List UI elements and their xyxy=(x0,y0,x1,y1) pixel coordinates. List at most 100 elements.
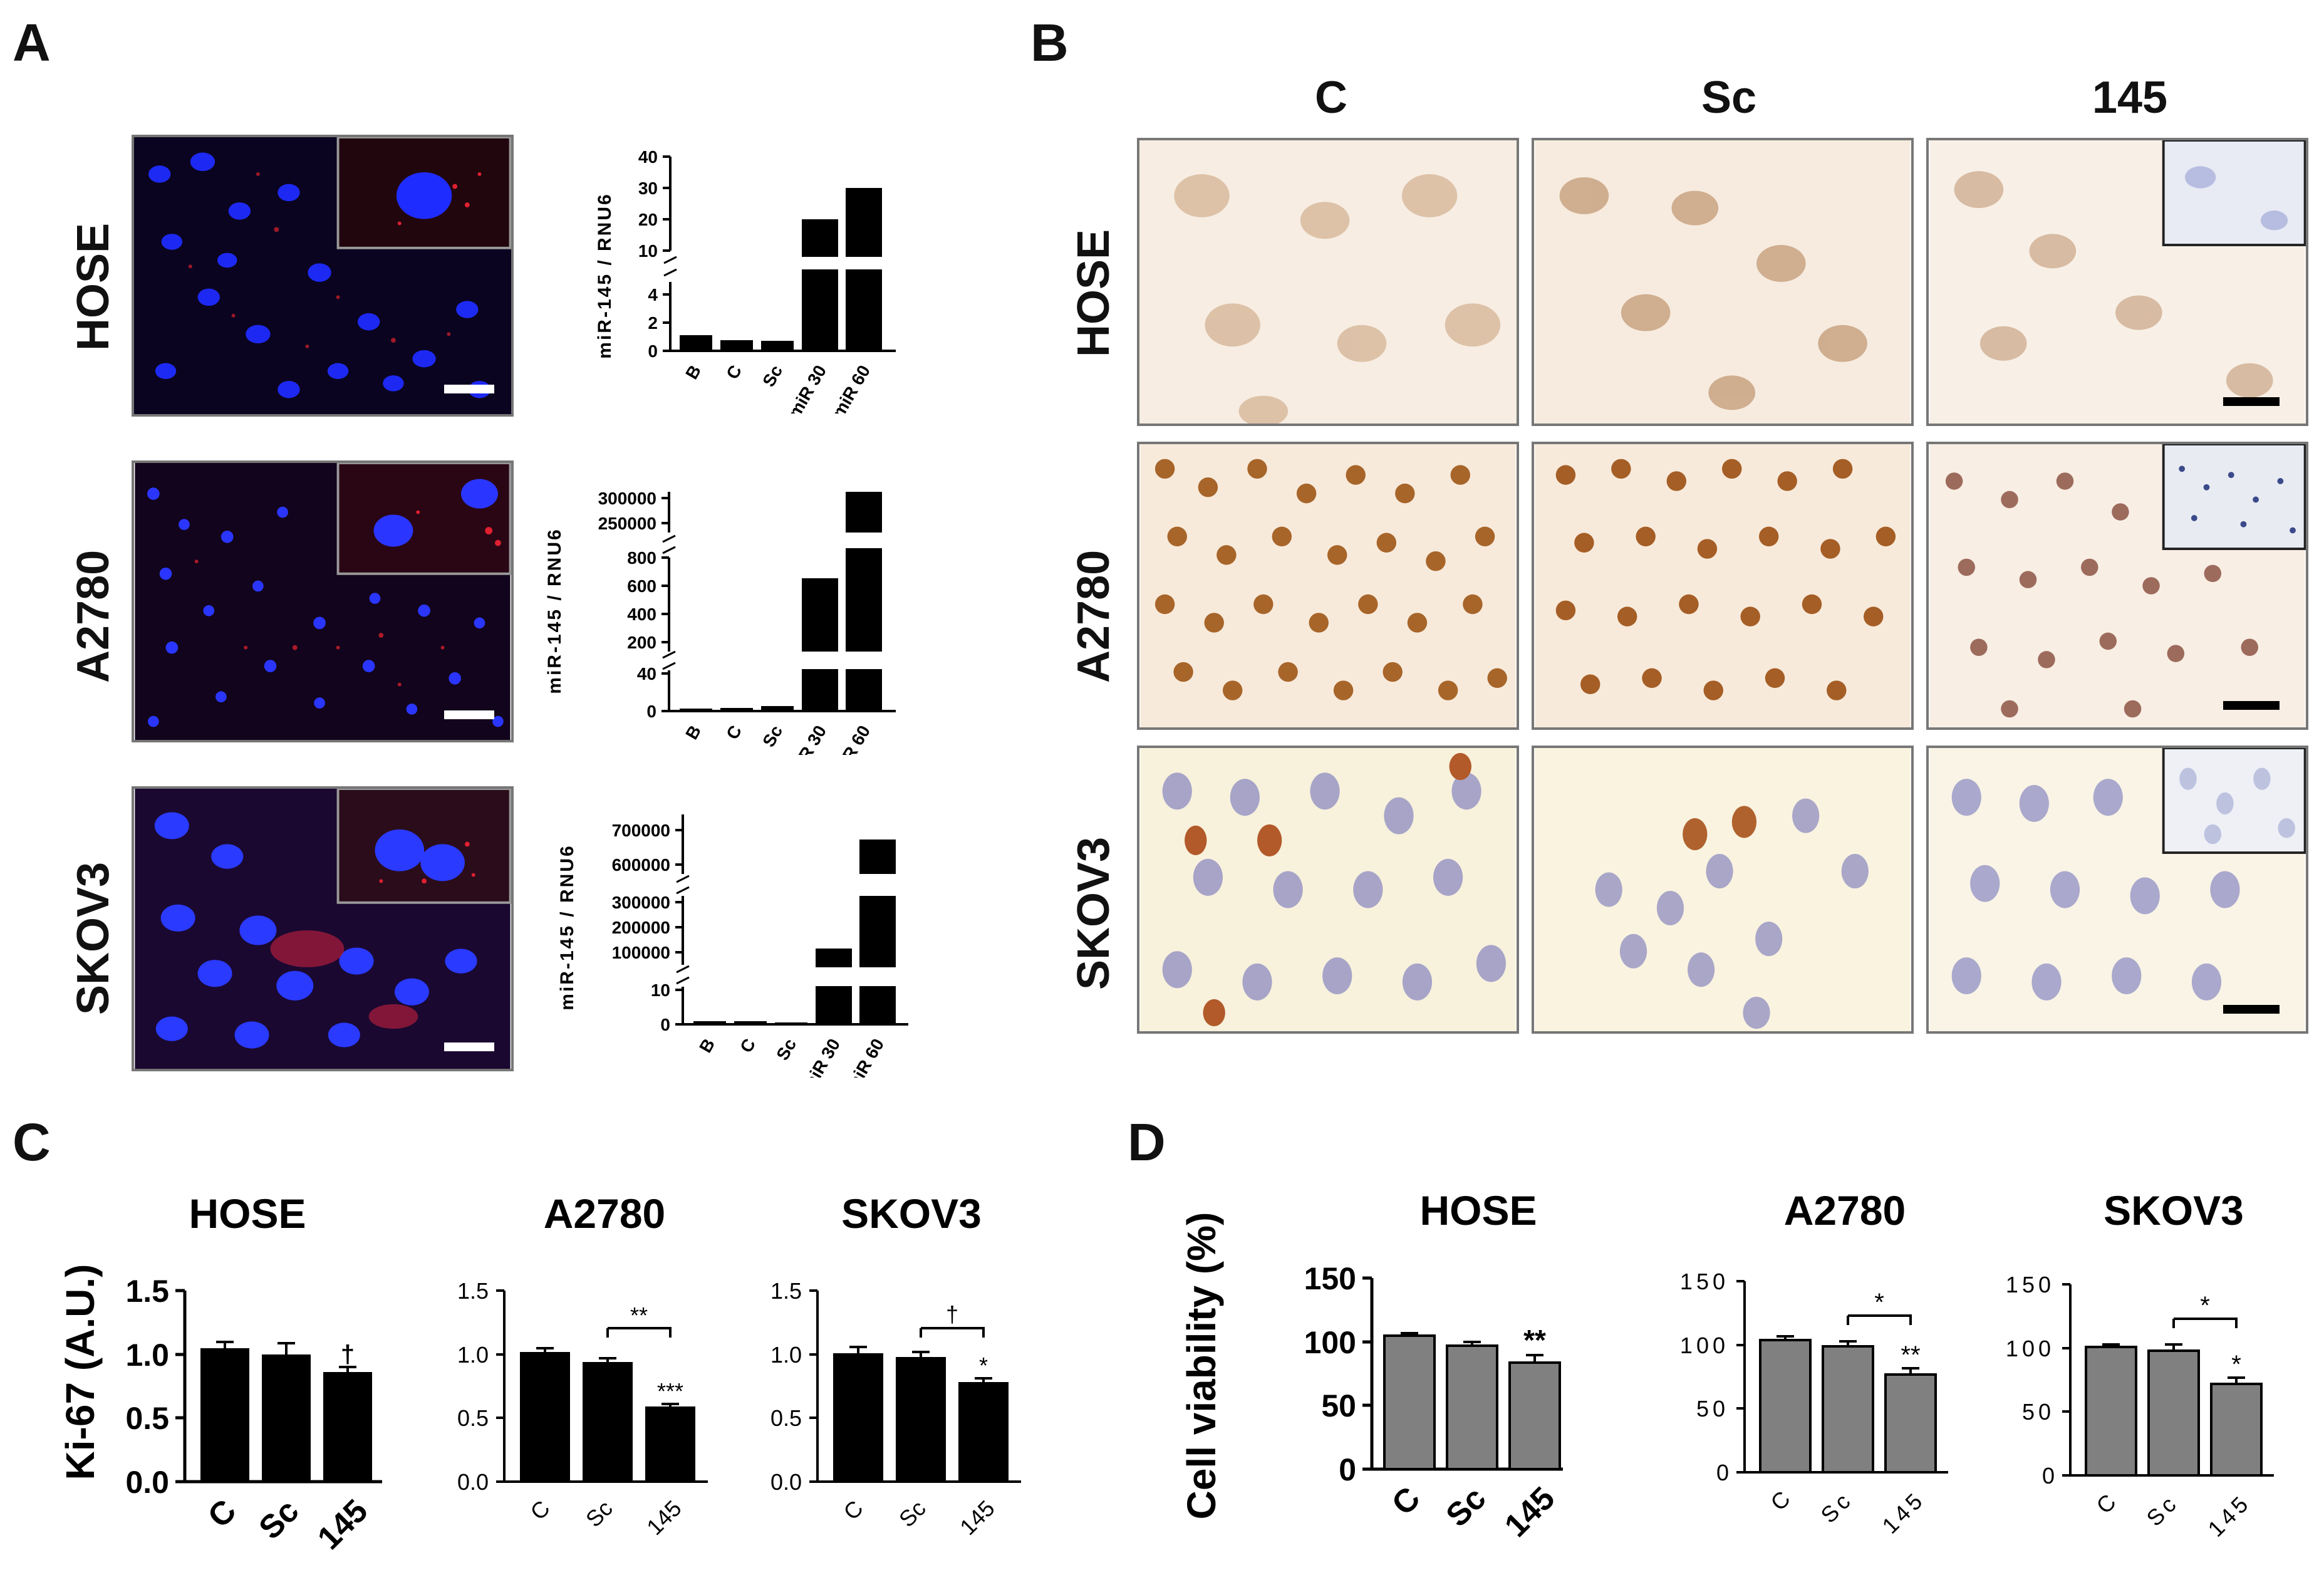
ihc-image-skov3-sc xyxy=(1532,746,1914,1034)
significance-bracket xyxy=(606,1327,672,1338)
significance-marker: * xyxy=(979,1353,988,1378)
bar-145 xyxy=(645,1406,695,1482)
bar-mir60-middle xyxy=(859,896,896,967)
bar-sc xyxy=(1822,1345,1874,1474)
x-tick-label: C xyxy=(722,722,745,743)
tick-label: 600 xyxy=(627,576,656,596)
tick-label: 700000 xyxy=(612,821,670,840)
x-tick-label: Sc xyxy=(2141,1489,2183,1531)
bar-b xyxy=(680,709,712,711)
x-tick-label: Sc xyxy=(759,362,786,390)
tick-label: 250000 xyxy=(598,514,656,533)
col-label-c: C xyxy=(1315,73,1347,123)
bar-c xyxy=(720,708,753,711)
tick-label: 0 xyxy=(2042,1463,2055,1489)
x-tick-label: 145 xyxy=(2202,1489,2255,1542)
tick-label: 150 xyxy=(1304,1261,1356,1296)
panel-label-b: B xyxy=(1030,13,1069,72)
bar-mir30-upper xyxy=(802,219,838,257)
tick-label: 0 xyxy=(1716,1460,1729,1485)
tick-label: 0 xyxy=(1339,1452,1356,1487)
axis-upper: 40 30 20 10 xyxy=(638,147,677,277)
bar-c xyxy=(1383,1334,1436,1470)
bracket-label: * xyxy=(1874,1289,1884,1316)
tick-label: 1.5 xyxy=(770,1278,802,1304)
x-tick-label: miR 30 xyxy=(798,1036,844,1078)
y-axis-label-line: Cell viability (%) xyxy=(1179,1212,1224,1520)
panel-label-c: C xyxy=(13,1113,51,1172)
tick-label: 400 xyxy=(627,605,656,624)
row-label-hose-a: HOSE xyxy=(68,222,118,351)
bar-sc xyxy=(896,1357,946,1482)
bar-sc xyxy=(775,1022,807,1024)
bar-145 xyxy=(2210,1383,2263,1477)
ihc-image-skov3-c xyxy=(1137,746,1519,1034)
tick-label: 150 xyxy=(1680,1269,1729,1294)
tick-label: 0.0 xyxy=(125,1465,169,1500)
scale-bar xyxy=(2223,1005,2280,1014)
chart-title: HOSE xyxy=(189,1190,306,1237)
tick-label: 50 xyxy=(1321,1388,1356,1423)
significance-marker: * xyxy=(2231,1351,2241,1378)
tick-label: 2 xyxy=(648,313,658,333)
tick-label: 0.5 xyxy=(125,1401,169,1436)
significance-marker: ** xyxy=(1901,1341,1920,1369)
bar-sc xyxy=(761,706,794,711)
axis: 300000 250000 800 600 400 200 40 0 xyxy=(598,489,896,721)
ihc-image-a2780-c xyxy=(1137,442,1519,730)
bar-sc xyxy=(761,341,794,351)
tick-label: 50 xyxy=(2022,1399,2055,1425)
tick-label: 0 xyxy=(648,341,658,361)
ihc-image-hose-145 xyxy=(1926,138,2308,426)
tick-label: 600000 xyxy=(612,855,670,875)
x-tick-label: C xyxy=(722,362,745,383)
x-tick-label: Sc xyxy=(772,1036,800,1064)
x-tick-label: C xyxy=(1765,1486,1795,1515)
tick-label: 30 xyxy=(638,179,658,198)
tick-label: 0.5 xyxy=(770,1405,802,1431)
x-tick-label: miR 60 xyxy=(828,722,874,756)
tick-label: 100 xyxy=(1304,1325,1356,1360)
bar-sc xyxy=(583,1362,633,1482)
tick-label: 40 xyxy=(638,147,658,167)
scale-bar xyxy=(444,1042,494,1051)
tick-label: 300000 xyxy=(612,893,670,912)
significance-bracket xyxy=(1847,1314,1912,1325)
bar-mir60-top xyxy=(859,840,896,874)
x-tick-label: Sc xyxy=(581,1495,618,1532)
bar-sc xyxy=(262,1354,311,1482)
bar-mir30-upper xyxy=(816,949,852,967)
y-axis-label: miR-145 / RNU6 xyxy=(557,844,578,1010)
row-label-skov3-a: SKOV3 xyxy=(68,861,118,1015)
fluorescence-image-a2780 xyxy=(132,460,514,742)
bar-mir30-lower xyxy=(802,669,838,711)
chart-a-a2780: miR-145 / RNU6 300000 250000 800 600 400… xyxy=(544,489,896,756)
tick-label: 10 xyxy=(638,241,658,261)
panel-label-a: A xyxy=(13,13,51,72)
bar-145 xyxy=(323,1372,372,1482)
col-label-sc: Sc xyxy=(1701,73,1757,123)
x-tick-label: Sc xyxy=(759,722,786,751)
tick-label: 40 xyxy=(637,664,656,684)
tick-label: 0 xyxy=(660,1015,670,1034)
y-axis-label: miR-145 / RNU6 xyxy=(544,528,565,694)
scale-bar xyxy=(2223,397,2280,406)
chart-a-skov3: miR-145 / RNU6 700000 600000 300000 2000… xyxy=(557,814,908,1078)
chart-a-hose: miR-145 / RNU6 40 30 20 10 4 2 0 B C Sc … xyxy=(594,147,896,414)
bar-145 xyxy=(1884,1373,1937,1474)
bar-c xyxy=(1759,1339,1812,1474)
x-tick-label: miR 60 xyxy=(842,1036,888,1078)
bar-sc xyxy=(1446,1344,1498,1470)
tick-label: 50 xyxy=(1696,1396,1729,1422)
tick-label: 0.0 xyxy=(457,1469,489,1495)
x-tick-label: miR 60 xyxy=(828,362,874,414)
chart-title: A2780 xyxy=(1784,1187,1906,1234)
tick-label: 1.5 xyxy=(125,1274,169,1309)
fluorescence-image-hose xyxy=(132,135,514,417)
tick-label: 800 xyxy=(627,548,656,568)
x-tick-label: C xyxy=(2091,1489,2120,1519)
tick-label: 300000 xyxy=(598,489,656,508)
panel-label-d: D xyxy=(1128,1113,1166,1172)
tick-label: 100000 xyxy=(612,943,670,962)
x-tick-label: 145 xyxy=(1498,1480,1562,1544)
